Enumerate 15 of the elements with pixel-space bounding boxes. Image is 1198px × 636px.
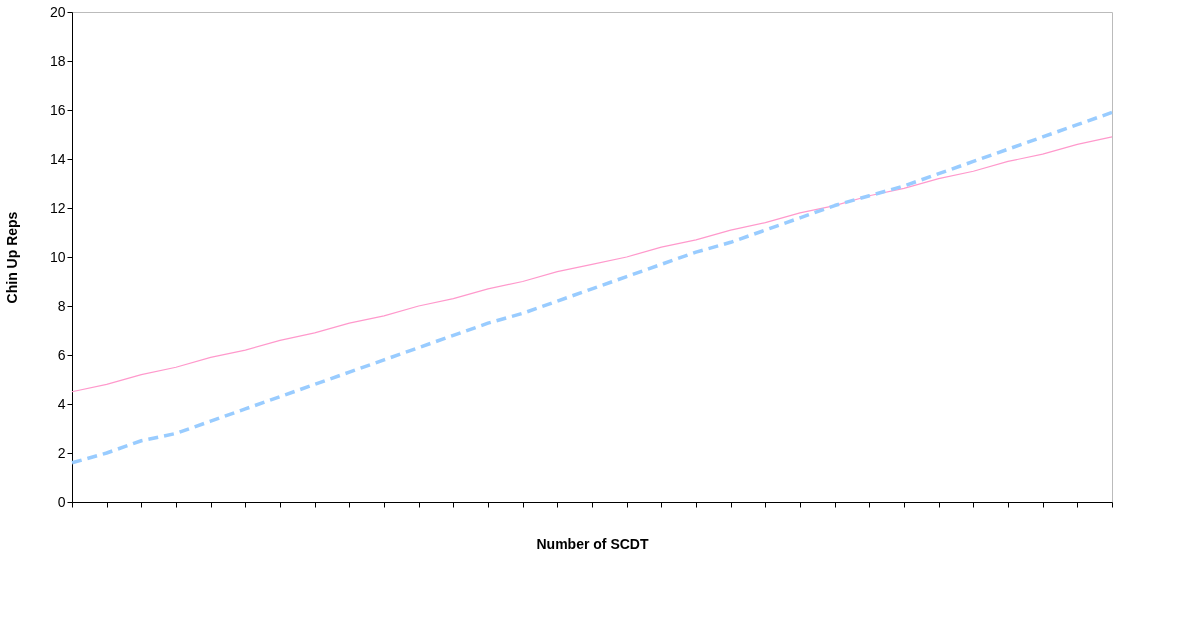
y-tick-label: 0 <box>57 493 66 510</box>
y-tick-label: 16 <box>49 101 66 118</box>
y-axis-title: Chin Up Reps <box>3 211 20 304</box>
y-tick-label: 4 <box>57 395 66 412</box>
y-tick-label: 18 <box>49 52 66 69</box>
line-series <box>71 136 1113 393</box>
line-series <box>70 110 1114 465</box>
y-tick-label: 12 <box>49 199 66 216</box>
y-tick-label: 2 <box>57 444 66 461</box>
y-tick-label: 10 <box>49 248 66 265</box>
y-tick-label: 8 <box>57 297 66 314</box>
y-tick-label: 14 <box>49 150 66 167</box>
x-axis-title: Number of SCDT <box>536 536 649 552</box>
y-tick-label: 20 <box>49 3 66 20</box>
y-tick-label: 6 <box>57 346 66 363</box>
